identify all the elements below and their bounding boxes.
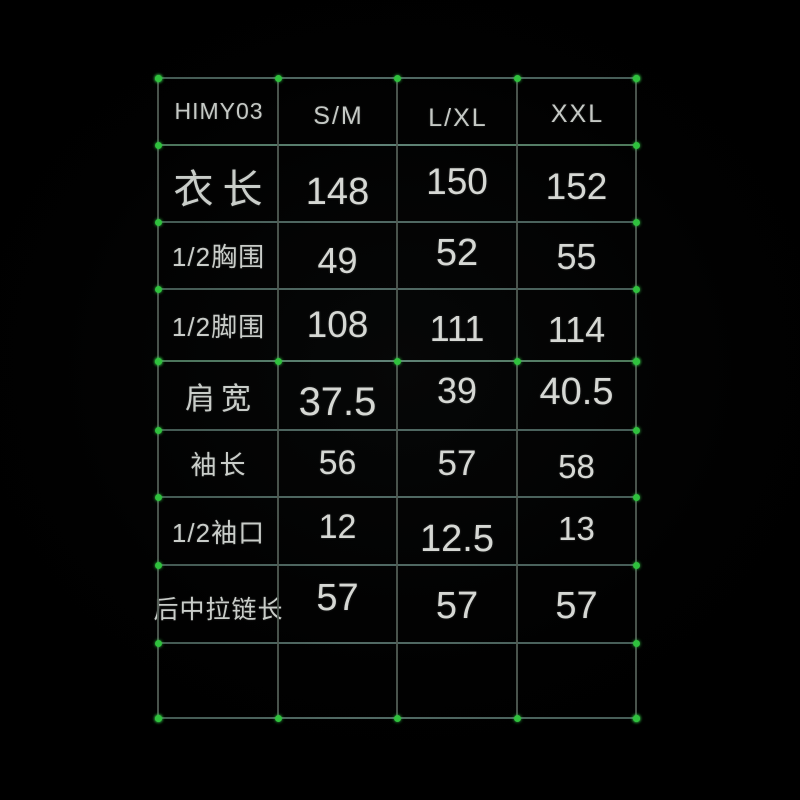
measurement-value: 57 <box>278 565 397 643</box>
column-header-text: S/M <box>313 102 364 130</box>
measurement-value: 13 <box>517 497 636 565</box>
empty-cell <box>278 643 397 718</box>
measurement-value: 12 <box>278 497 397 565</box>
empty-cell <box>517 643 636 718</box>
column-header-sm: S/M <box>278 78 397 145</box>
measurement-value-text: 148 <box>305 171 370 213</box>
measurement-value-text: 108 <box>306 304 369 345</box>
measurement-value: 150 <box>397 145 517 222</box>
measurement-value-text: 13 <box>558 510 595 547</box>
measurement-label: 肩宽 <box>158 361 278 430</box>
measurement-value: 57 <box>397 430 517 497</box>
measurement-value-text: 49 <box>317 239 358 281</box>
measurement-value: 12.5 <box>397 497 517 565</box>
measurement-value-text: 55 <box>556 235 597 277</box>
empty-cell <box>158 643 278 718</box>
measurement-value-text: 114 <box>547 309 606 350</box>
measurement-value: 108 <box>278 289 397 361</box>
measurement-value-text: 150 <box>426 160 488 202</box>
measurement-value-text: 57 <box>435 584 479 627</box>
measurement-label: 1/2胸围 <box>158 222 278 289</box>
size-table-grid: HIMY03 S/M L/XL XXL 衣长 148 150 152 1/2胸围… <box>154 78 636 718</box>
measurement-label-text: 衣长 <box>173 167 272 212</box>
measurement-value: 114 <box>517 289 636 361</box>
measurement-value: 152 <box>517 145 636 222</box>
model-code-header: HIMY03 <box>158 78 278 145</box>
measurement-value: 55 <box>517 222 636 289</box>
measurement-value: 58 <box>517 430 636 497</box>
measurement-value-text: 57 <box>437 443 477 483</box>
measurement-label-text: 后中拉链长 <box>153 596 284 624</box>
measurement-value-text: 12.5 <box>420 517 494 560</box>
measurement-value: 57 <box>517 565 636 643</box>
measurement-value: 49 <box>278 222 397 289</box>
measurement-value-text: 57 <box>316 576 359 619</box>
column-header-text: XXL <box>550 100 605 128</box>
empty-cell <box>397 643 517 718</box>
measurement-label-text: 1/2袖口 <box>171 517 266 548</box>
column-header-xxl: XXL <box>517 78 636 145</box>
measurement-value-text: 37.5 <box>298 380 377 424</box>
measurement-value-text: 40.5 <box>539 371 614 413</box>
measurement-label: 袖长 <box>158 430 278 497</box>
measurement-value: 56 <box>278 430 397 497</box>
measurement-label-text: 袖长 <box>190 450 249 480</box>
measurement-value: 39 <box>397 361 517 430</box>
measurement-value-text: 58 <box>558 447 595 485</box>
column-header-lxl: L/XL <box>397 78 517 145</box>
measurement-value: 40.5 <box>517 361 636 430</box>
measurement-value-text: 57 <box>555 584 598 627</box>
size-table: HIMY03 S/M L/XL XXL 衣长 148 150 152 1/2胸围… <box>154 75 640 722</box>
measurement-label: 后中拉链长 <box>154 565 283 643</box>
measurement-value-text: 152 <box>545 165 608 207</box>
measurement-label: 1/2脚围 <box>158 289 278 361</box>
measurement-label-text: 1/2脚围 <box>171 311 266 342</box>
column-header-text: L/XL <box>428 104 488 132</box>
measurement-value: 57 <box>397 565 517 643</box>
measurement-value: 52 <box>397 222 517 289</box>
model-code-text: HIMY03 <box>174 98 264 124</box>
measurement-value: 111 <box>397 289 517 361</box>
measurement-value: 148 <box>278 145 397 222</box>
measurement-value: 37.5 <box>278 361 397 430</box>
measurement-label: 1/2袖口 <box>158 497 278 565</box>
measurement-label: 衣长 <box>158 145 278 222</box>
measurement-label-text: 1/2胸围 <box>171 242 266 272</box>
measurement-value-text: 52 <box>435 232 479 274</box>
measurement-value-text: 111 <box>429 308 485 349</box>
measurement-value-text: 56 <box>318 444 357 482</box>
measurement-value-text: 12 <box>318 507 357 546</box>
measurement-value-text: 39 <box>436 369 478 411</box>
measurement-label-text: 肩宽 <box>185 382 257 416</box>
